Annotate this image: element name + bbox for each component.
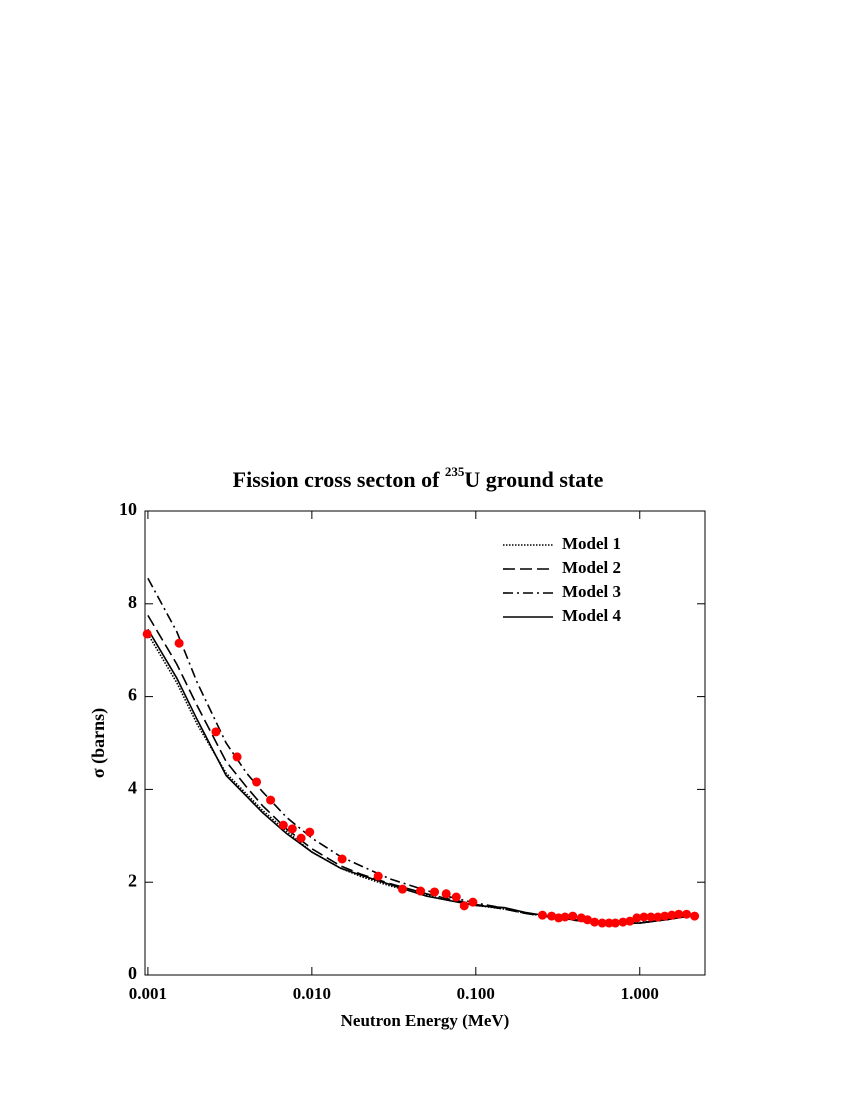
data-point: [610, 918, 620, 928]
data-point: [667, 910, 677, 920]
data-point: [674, 909, 684, 919]
data-point: [568, 911, 578, 921]
legend-label: Model 2: [562, 558, 621, 577]
data-point: [639, 912, 649, 922]
x-axis-label: Neutron Energy (MeV): [341, 1011, 510, 1030]
model-line: [147, 577, 690, 925]
y-tick-label: 6: [128, 685, 137, 705]
data-point: [582, 915, 592, 925]
y-tick-label: 8: [128, 592, 137, 612]
x-tick-label: 1.000: [621, 984, 659, 1003]
title-superscript: 235: [445, 464, 465, 479]
x-tick-label: 0.001: [129, 984, 167, 1003]
data-point: [537, 910, 547, 920]
legend-label: Model 4: [562, 606, 622, 625]
data-point: [597, 918, 607, 928]
data-point: [287, 824, 297, 834]
data-point: [604, 918, 614, 928]
data-point: [625, 916, 635, 926]
data-point: [690, 911, 700, 921]
data-point: [397, 884, 407, 894]
data-point: [252, 777, 262, 787]
data-point: [590, 917, 600, 927]
data-point: [459, 901, 469, 911]
legend-label: Model 1: [562, 534, 621, 553]
title-text: Fission cross secton of: [233, 467, 445, 492]
y-tick-label: 0: [128, 963, 137, 983]
plot-frame: [144, 510, 706, 976]
chart-title: Fission cross secton of 235U ground stat…: [233, 464, 604, 492]
legend-label: Model 3: [562, 582, 621, 601]
title-text: U ground state: [464, 467, 603, 492]
y-tick-label: 2: [128, 870, 137, 890]
data-point: [211, 727, 221, 737]
data-point: [646, 912, 656, 922]
data-point: [373, 871, 383, 881]
data-point: [266, 795, 276, 805]
data-point: [232, 752, 242, 762]
data-point: [632, 913, 642, 923]
data-point: [278, 820, 288, 830]
data-point: [142, 629, 152, 639]
data-point: [441, 889, 451, 899]
model-line: [147, 614, 690, 925]
data-point: [468, 897, 478, 907]
data-point: [430, 887, 440, 897]
x-tick-label: 0.100: [457, 984, 495, 1003]
data-point: [618, 917, 628, 927]
y-axis-label: σ (barns): [88, 708, 109, 778]
model-line: [147, 628, 690, 925]
data-point: [174, 638, 184, 648]
data-point: [653, 912, 663, 922]
data-point: [560, 912, 570, 922]
data-point: [547, 911, 557, 921]
data-point: [451, 892, 461, 902]
data-point: [660, 911, 670, 921]
model-line: [147, 633, 690, 924]
x-tick-label: 0.010: [293, 984, 331, 1003]
y-tick-label: 10: [119, 499, 137, 519]
data-point: [337, 854, 347, 864]
data-point: [305, 827, 315, 837]
y-tick-label: 4: [128, 778, 137, 798]
data-point: [296, 833, 306, 843]
data-point: [682, 909, 692, 919]
data-point: [416, 886, 426, 896]
